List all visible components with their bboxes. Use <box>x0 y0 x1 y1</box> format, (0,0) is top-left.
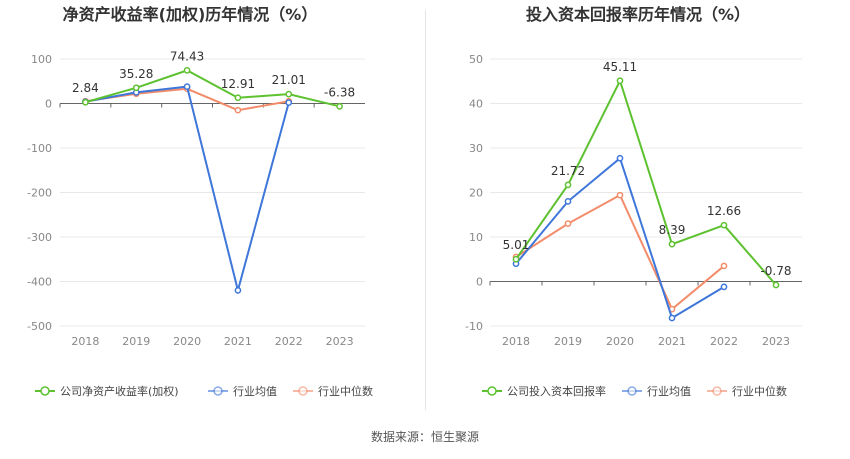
data-source-note: 数据来源：恒生聚源 <box>370 430 479 444</box>
chart-title: 净资产收益率(加权)历年情况（%） <box>63 5 318 24</box>
data-point-avg <box>720 283 728 291</box>
y-tick-label: -400 <box>27 276 52 289</box>
data-point-median <box>720 262 728 270</box>
y-tick-label: 100 <box>31 53 52 66</box>
x-tick-label: 2022 <box>710 335 738 348</box>
legend-label: 行业中位数 <box>732 384 787 398</box>
data-label: 2.84 <box>72 81 99 95</box>
x-tick-label: 2022 <box>275 335 303 348</box>
data-point-company <box>772 281 780 289</box>
y-tick-label: -200 <box>27 187 52 200</box>
x-tick-label: 2019 <box>122 335 150 348</box>
data-point-company <box>668 240 676 248</box>
y-tick-label: 50 <box>469 53 483 66</box>
data-label: 45.11 <box>603 60 637 74</box>
legend-swatch-marker <box>40 386 50 396</box>
data-point-avg <box>234 287 242 294</box>
data-point-company <box>720 221 728 229</box>
legend-swatch-marker <box>213 386 223 396</box>
series-line-avg <box>85 85 290 295</box>
data-point-median <box>616 191 624 199</box>
legend-label: 公司投入资本回报率 <box>507 384 606 398</box>
data-point-company <box>234 94 242 102</box>
data-label: 21.72 <box>551 164 585 178</box>
y-tick-label: 20 <box>469 187 483 200</box>
data-point-company <box>183 67 191 74</box>
data-point-company <box>512 255 520 263</box>
data-point-company <box>82 98 89 106</box>
legend-swatch-marker <box>487 386 497 396</box>
y-tick-label: 10 <box>469 231 483 244</box>
x-tick-label: 2020 <box>173 335 201 348</box>
data-point-company <box>616 77 624 85</box>
x-tick-label: 2018 <box>71 335 99 348</box>
data-point-avg <box>616 154 624 162</box>
data-label: 21.01 <box>272 73 306 87</box>
legend-label: 行业均值 <box>647 385 691 398</box>
y-tick-label: -500 <box>27 320 52 333</box>
data-point-company <box>285 90 293 98</box>
data-point-avg <box>564 198 572 205</box>
legend-label: 行业均值 <box>233 385 277 398</box>
legend-swatch-marker <box>712 386 722 396</box>
data-label: 35.28 <box>119 67 153 81</box>
legend-swatch-marker <box>627 386 637 396</box>
y-tick-label: -300 <box>27 231 52 244</box>
data-label: -6.38 <box>324 85 355 99</box>
data-label: -0.78 <box>760 264 791 278</box>
y-tick-label: -10 <box>465 320 483 333</box>
x-tick-label: 2023 <box>762 335 790 348</box>
data-point-company <box>564 181 572 189</box>
x-tick-label: 2023 <box>326 335 354 348</box>
data-point-company <box>132 84 140 92</box>
y-tick-label: 30 <box>469 142 483 155</box>
legend: 公司净资产收益率(加权) 行业均值 行业中位数 <box>35 384 373 398</box>
data-label: 5.01 <box>503 238 530 252</box>
legend-swatch-marker <box>298 386 308 396</box>
series-line-company <box>515 78 777 286</box>
data-point-avg <box>183 83 191 90</box>
series-line-median <box>515 193 725 311</box>
x-tick-label: 2021 <box>658 335 686 348</box>
x-tick-label: 2018 <box>502 335 530 348</box>
chart-panel-2: 投入资本回报率历年情况（%） 50 40 30 20 10 0 -10 2018 2019 2020… <box>465 5 802 398</box>
data-label: 12.66 <box>707 204 741 218</box>
data-point-median <box>564 220 572 227</box>
y-tick-label: 0 <box>476 276 483 289</box>
data-label: 74.43 <box>170 49 204 63</box>
legend-label: 行业中位数 <box>318 384 373 398</box>
data-point-avg <box>285 99 293 106</box>
legend: 公司投入资本回报率 行业均值 行业中位数 <box>482 384 787 398</box>
series-line-company <box>85 69 340 108</box>
data-label: 12.91 <box>221 77 255 91</box>
x-tick-label: 2021 <box>224 335 252 348</box>
y-tick-label: 0 <box>45 98 52 111</box>
chart-title: 投入资本回报率历年情况（%） <box>526 5 750 24</box>
x-tick-label: 2019 <box>554 335 582 348</box>
x-tick-label: 2020 <box>606 335 634 348</box>
chart-panel-1: 净资产收益率(加权)历年情况（%） 100 0 -100 -200 -300 -400 -50… <box>27 5 373 398</box>
data-label: 8.39 <box>659 223 686 237</box>
panel-divider <box>425 10 426 410</box>
data-point-avg <box>668 314 676 322</box>
data-point-company <box>336 102 343 110</box>
y-tick-label: -100 <box>27 142 52 155</box>
legend-label: 公司净资产收益率(加权) <box>60 384 179 398</box>
y-tick-label: 40 <box>469 98 483 111</box>
data-point-median <box>234 106 242 114</box>
